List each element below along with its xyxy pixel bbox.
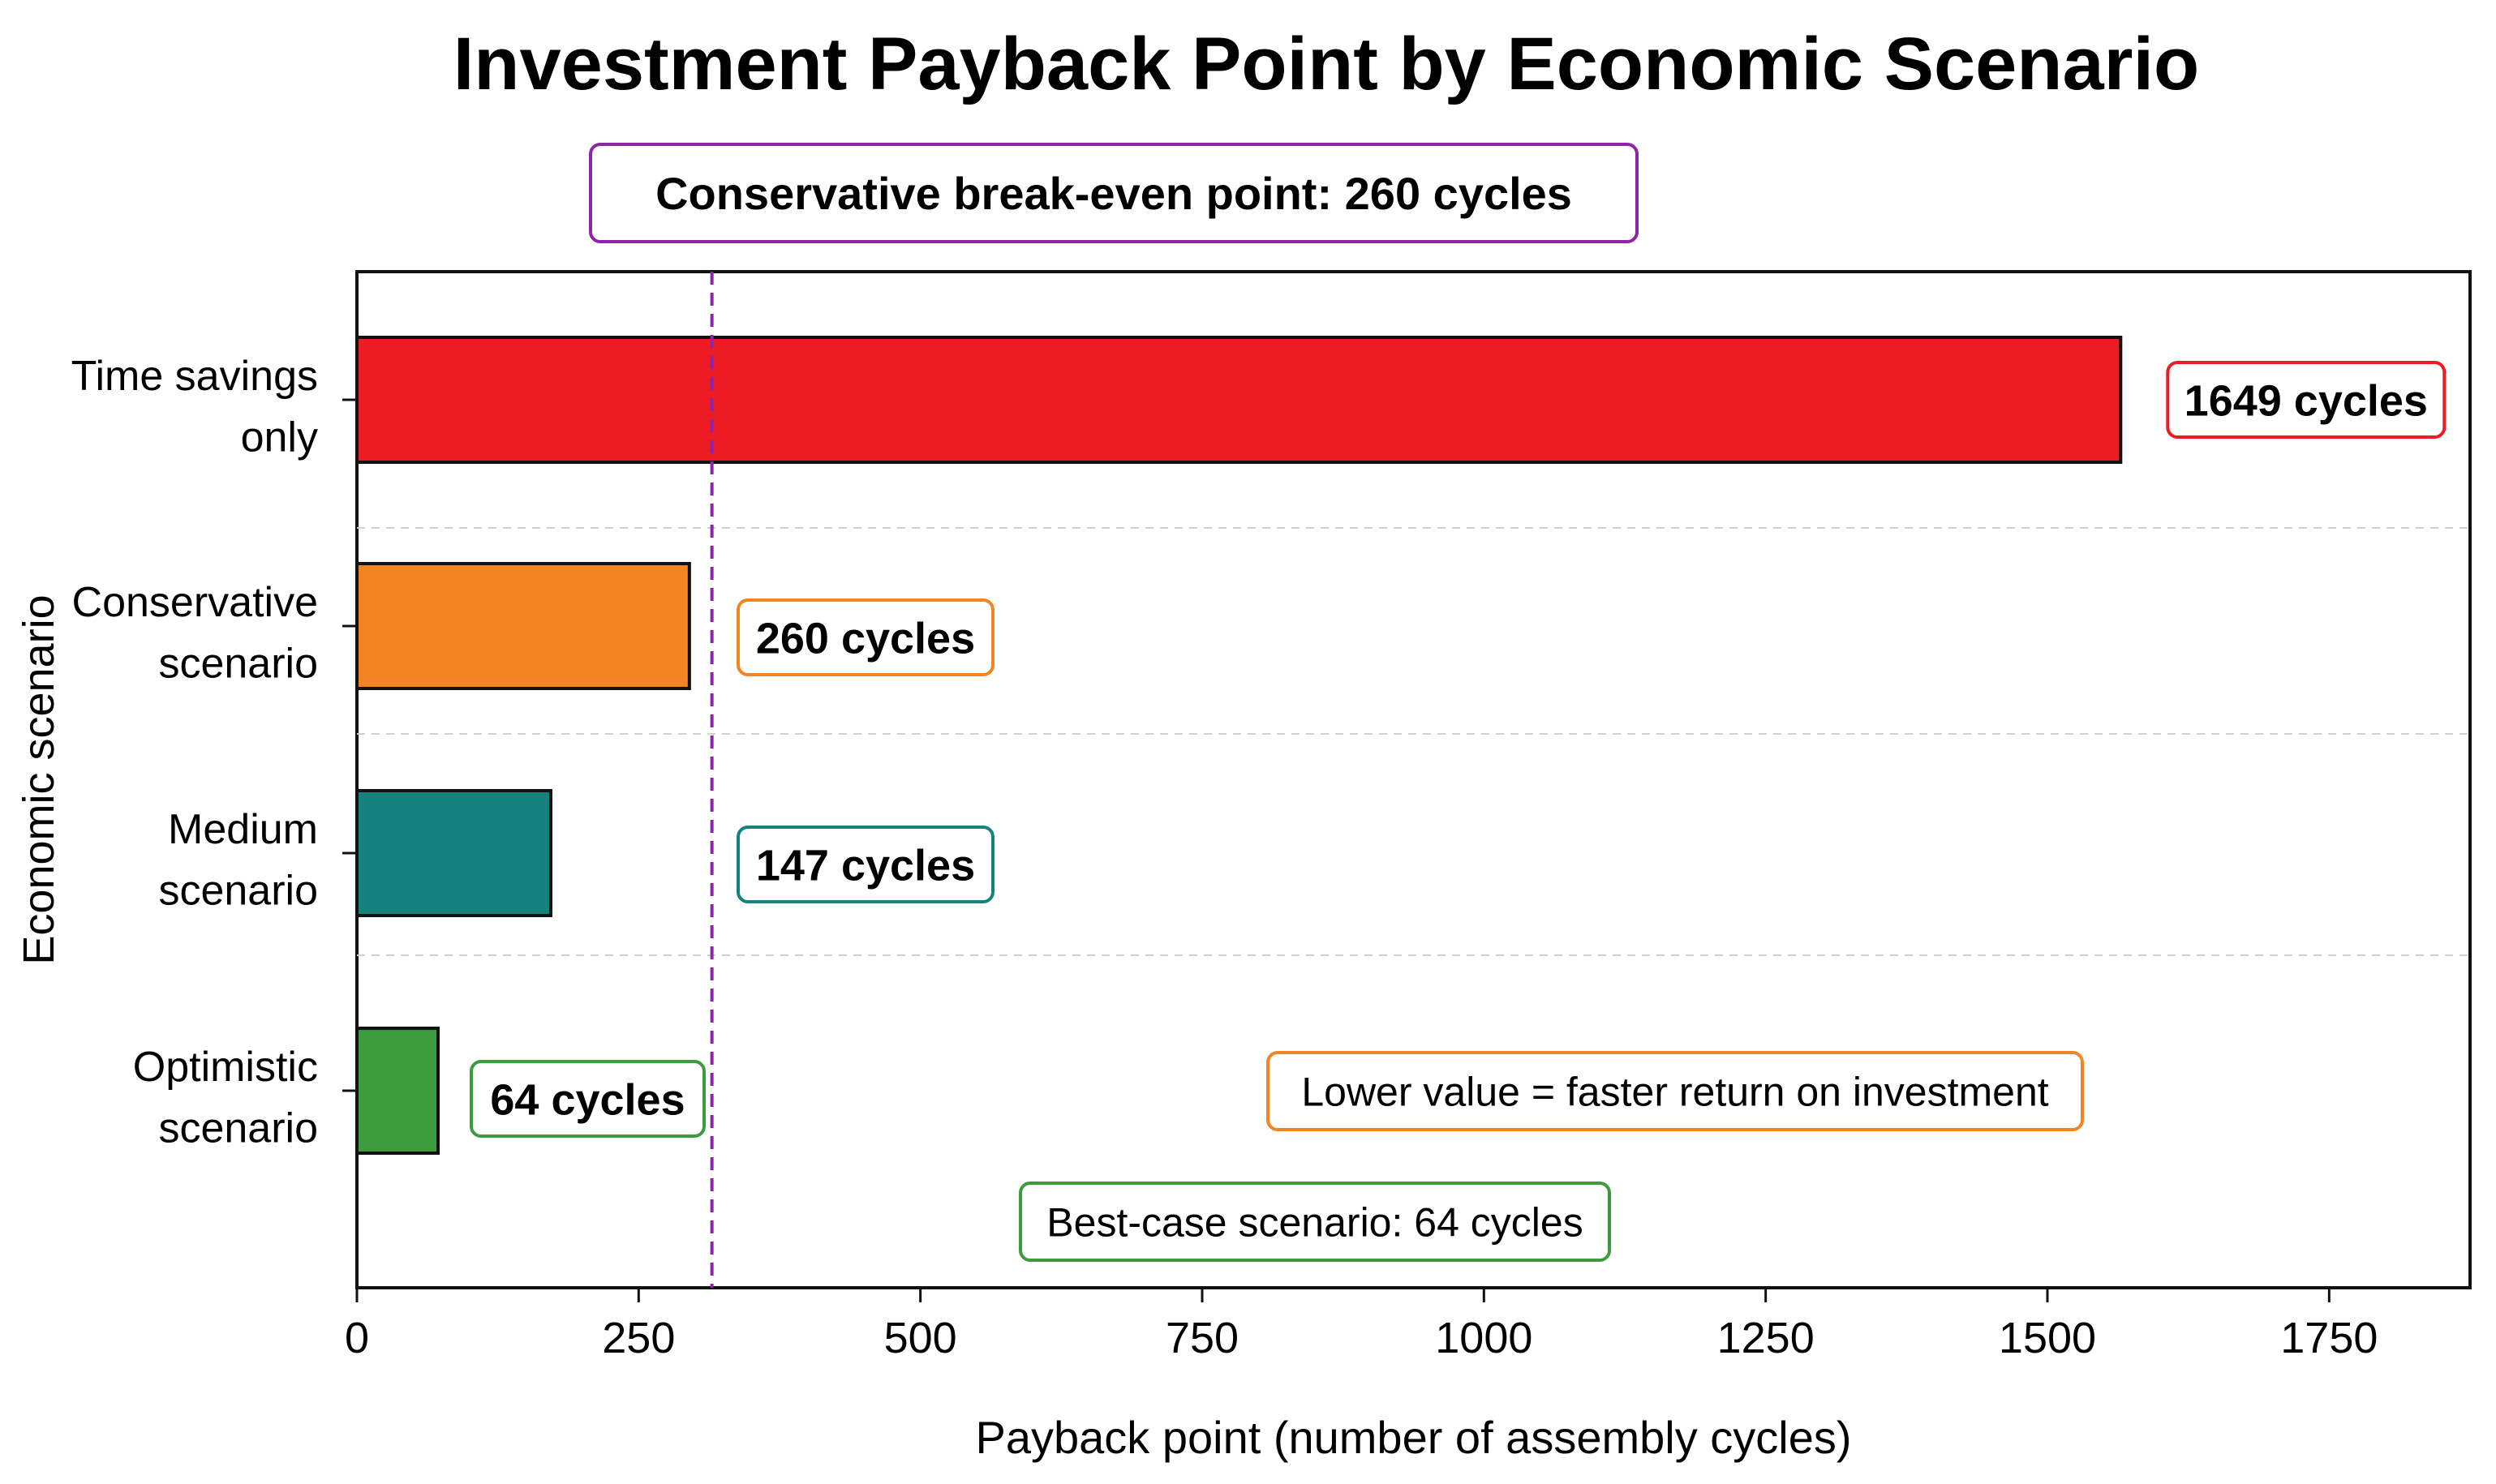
x-tick-label: 1500 <box>1999 1314 2096 1362</box>
chart-title: Investment Payback Point by Economic Sce… <box>453 23 2199 105</box>
value-label: 64 cycles <box>490 1075 685 1124</box>
y-axis-title: Economic scenario <box>15 594 63 964</box>
x-tick-label: 750 <box>1166 1314 1239 1362</box>
category-label-line: Time savings <box>71 353 318 400</box>
x-tick-label: 250 <box>602 1314 675 1362</box>
category-label-line: scenario <box>158 1104 318 1152</box>
x-tick-label: 0 <box>345 1314 369 1362</box>
x-tick-label: 1250 <box>1717 1314 1815 1362</box>
x-tick-label: 500 <box>884 1314 957 1362</box>
bar <box>355 562 691 690</box>
x-tick-label: 1000 <box>1435 1314 1532 1362</box>
category-label-line: Medium <box>168 806 318 853</box>
annotation-box <box>1266 1051 2084 1131</box>
bar <box>355 336 2123 464</box>
category-label-line: scenario <box>158 640 318 687</box>
bar <box>355 1027 440 1155</box>
annotation-text: Best-case scenario: 64 cycles <box>1046 1200 1583 1246</box>
category-label: Medium scenario <box>158 806 318 914</box>
value-label-box <box>470 1060 706 1138</box>
value-label-box <box>2166 361 2447 439</box>
value-label: 147 cycles <box>756 841 975 890</box>
plot-frame <box>355 270 2472 1289</box>
annotation-text: Lower value = faster return on investmen… <box>1301 1070 2048 1115</box>
reference-label-box <box>589 143 1639 243</box>
annotation-box <box>1019 1182 1611 1262</box>
value-label-box <box>737 598 995 676</box>
value-label: 1649 cycles <box>2185 376 2428 425</box>
x-tick-label: 1750 <box>2280 1314 2378 1362</box>
reference-label: Conservative break-even point: 260 cycle… <box>655 168 1572 219</box>
category-label: Conservative scenario <box>72 579 318 687</box>
category-label-line: Optimistic <box>133 1044 318 1091</box>
category-label: Optimistic scenario <box>133 1044 318 1152</box>
value-label-box <box>737 826 995 903</box>
category-label-line: Conservative <box>72 579 318 626</box>
x-axis-title: Payback point (number of assembly cycles… <box>976 1412 1852 1463</box>
bar <box>355 789 552 917</box>
value-label: 260 cycles <box>756 614 975 663</box>
category-label-line: scenario <box>158 867 318 914</box>
category-label-line: only <box>241 414 318 461</box>
category-label: Time savings only <box>71 353 318 461</box>
